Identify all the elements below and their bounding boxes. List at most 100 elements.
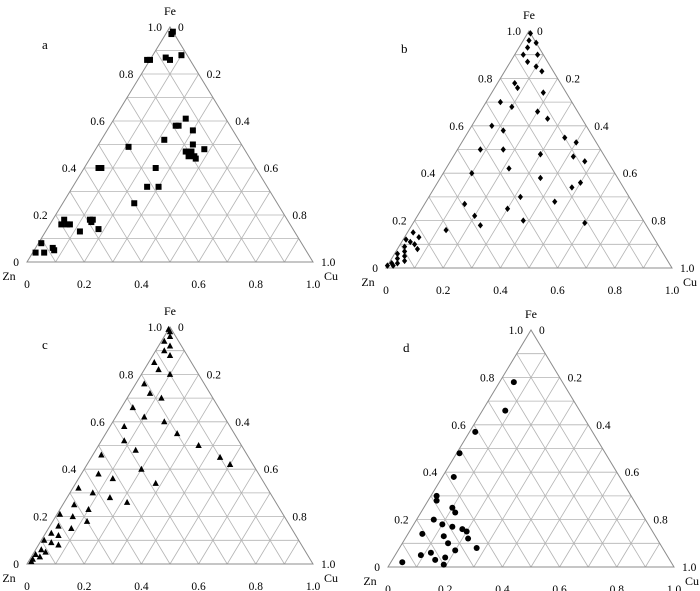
data-point <box>416 233 422 241</box>
data-point <box>182 115 189 122</box>
data-point <box>166 342 174 349</box>
data-point <box>216 453 224 460</box>
grid-line-zn <box>155 50 285 263</box>
grid-line-zn <box>83 468 142 565</box>
grid-line-zn <box>126 97 228 263</box>
grid-line-zn <box>516 353 646 568</box>
tick-label-fe: 1.0 <box>148 322 163 334</box>
data-point <box>414 245 421 253</box>
grid-line-zn <box>401 543 417 568</box>
data-point <box>89 489 96 496</box>
data-point <box>533 39 539 47</box>
tick-label-cu: 1.0 <box>306 279 321 291</box>
data-point <box>514 84 521 92</box>
data-point <box>540 89 546 96</box>
ternary-frame <box>385 30 673 269</box>
tick-label-fe: 0.6 <box>449 121 464 133</box>
tick-label-zn: 1.0 <box>680 263 695 275</box>
data-point <box>462 200 468 208</box>
data-point <box>182 148 189 155</box>
tick-label-zn: 0.2 <box>568 372 583 384</box>
tick-label-cu: 1.0 <box>667 584 682 591</box>
grid-line-cu <box>198 167 257 263</box>
grid-line-zn <box>487 400 589 568</box>
data-point <box>577 179 584 186</box>
grid-line-cu <box>55 50 185 263</box>
data-point <box>527 30 534 37</box>
axis-label-zn: Zn <box>363 574 376 588</box>
data-point <box>166 351 174 358</box>
axis-label-zn: Zn <box>361 275 374 289</box>
data-point <box>512 79 518 87</box>
tick-label-fe: 0.8 <box>480 372 495 384</box>
data-point <box>146 389 154 396</box>
data-point <box>55 541 62 548</box>
data-point <box>401 243 408 250</box>
data-point <box>89 216 96 223</box>
tick-label-zn: 0.2 <box>207 69 222 81</box>
data-point <box>48 529 55 536</box>
grid-line-zn <box>55 516 85 565</box>
tick-label-zn: 1.0 <box>321 257 336 269</box>
axis-label-fe: Fe <box>164 304 176 318</box>
data-points <box>32 28 208 256</box>
grid-line-zn <box>126 397 228 565</box>
data-point <box>188 148 195 155</box>
tick-label-zn: 0 <box>537 26 543 38</box>
tick-label-fe: 0.2 <box>33 512 48 524</box>
grid-line-cu <box>471 101 573 269</box>
tick-label-cu: 0.2 <box>77 279 92 291</box>
data-point <box>477 222 483 229</box>
data-points <box>384 30 588 269</box>
grid-line-zn <box>457 149 530 269</box>
data-point <box>394 250 401 257</box>
data-point <box>125 143 132 150</box>
data-point <box>544 115 551 122</box>
data-point <box>51 247 58 254</box>
data-point <box>452 547 459 554</box>
data-point <box>56 510 64 517</box>
data-point <box>168 31 175 38</box>
data-point <box>570 153 576 160</box>
tick-label-zn: 1.0 <box>682 562 697 574</box>
data-point <box>58 221 65 228</box>
grid-line-zn <box>514 54 644 269</box>
data-point <box>173 430 181 437</box>
data-point <box>401 257 408 265</box>
grid-line-zn <box>428 196 473 269</box>
data-point <box>410 229 416 236</box>
tick-label-cu: 0.4 <box>493 285 508 297</box>
tick-label-fe: 0.2 <box>392 216 407 228</box>
data-point <box>121 437 128 444</box>
tick-label-fe: 0 <box>372 263 378 275</box>
data-point <box>433 492 440 499</box>
data-point <box>155 366 162 373</box>
data-point <box>138 465 145 472</box>
data-point <box>439 521 446 528</box>
data-point <box>141 413 148 420</box>
data-point <box>161 337 168 344</box>
ternary-panel-d: d Fe Zn Cu 0 0.2 0.4 0.6 0.8 1.0 0 0.2 0.4 0.6 0.8 1.0 1… <box>363 307 699 591</box>
data-point <box>520 217 526 224</box>
grid-line-cu <box>559 471 618 568</box>
grid-line-zn <box>444 471 503 568</box>
data-point <box>166 328 174 335</box>
data-point <box>109 475 116 482</box>
data-point <box>477 146 483 153</box>
grid-line-cu <box>614 220 644 269</box>
tick-label-cu: 0.8 <box>610 584 625 591</box>
axis-label-cu: Cu <box>324 571 338 585</box>
grid-line-cu <box>55 350 185 565</box>
tick-label-fe: 0.4 <box>62 464 77 476</box>
data-point <box>432 556 439 563</box>
grid-line-zn <box>430 495 475 568</box>
tick-label-cu: 0.8 <box>249 279 264 291</box>
data-point <box>472 212 478 220</box>
data-point <box>226 460 234 467</box>
data-point <box>85 505 92 512</box>
axis-label-fe: Fe <box>523 8 535 22</box>
data-point <box>463 528 470 535</box>
grid-line-cu <box>284 238 300 263</box>
